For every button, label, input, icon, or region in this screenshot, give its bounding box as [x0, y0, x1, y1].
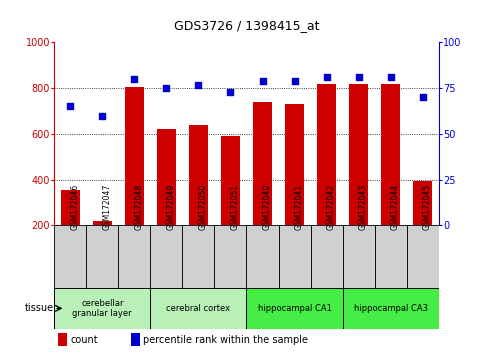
- Bar: [54, 225, 86, 288]
- Text: GSM172046: GSM172046: [70, 184, 79, 230]
- Bar: [93, 221, 112, 225]
- Bar: [375, 225, 407, 288]
- Bar: [413, 181, 432, 225]
- Bar: [311, 225, 343, 288]
- Text: GSM172050: GSM172050: [198, 184, 208, 230]
- Bar: [221, 136, 240, 225]
- Text: GSM172042: GSM172042: [326, 184, 336, 230]
- Text: GSM172049: GSM172049: [166, 184, 176, 230]
- Bar: [118, 225, 150, 288]
- Point: [130, 76, 138, 82]
- Text: GSM172044: GSM172044: [390, 184, 400, 230]
- Bar: [131, 333, 140, 346]
- Text: GSM172051: GSM172051: [230, 184, 240, 230]
- Bar: [58, 333, 67, 346]
- Point: [354, 74, 362, 80]
- Bar: [61, 190, 80, 225]
- Bar: [189, 125, 208, 225]
- Text: GSM172043: GSM172043: [358, 184, 368, 230]
- Bar: [279, 225, 311, 288]
- Point: [258, 78, 266, 84]
- Bar: [343, 288, 439, 329]
- Bar: [54, 288, 150, 329]
- Text: GDS3726 / 1398415_at: GDS3726 / 1398415_at: [174, 19, 319, 32]
- Text: cerebral cortex: cerebral cortex: [166, 304, 231, 313]
- Bar: [125, 87, 144, 225]
- Bar: [253, 102, 272, 225]
- Point: [66, 104, 74, 109]
- Point: [194, 82, 202, 87]
- Bar: [86, 225, 118, 288]
- Point: [419, 95, 426, 100]
- Point: [291, 78, 299, 84]
- Text: GSM172040: GSM172040: [262, 184, 272, 230]
- Bar: [150, 225, 182, 288]
- Text: GSM172047: GSM172047: [102, 184, 111, 230]
- Bar: [381, 84, 400, 225]
- Text: GSM172045: GSM172045: [423, 184, 432, 230]
- Text: hippocampal CA3: hippocampal CA3: [353, 304, 428, 313]
- Text: count: count: [70, 335, 98, 345]
- Bar: [317, 84, 336, 225]
- Bar: [182, 225, 214, 288]
- Bar: [150, 288, 246, 329]
- Bar: [407, 225, 439, 288]
- Text: hippocampal CA1: hippocampal CA1: [258, 304, 331, 313]
- Bar: [246, 225, 279, 288]
- Bar: [214, 225, 246, 288]
- Point: [226, 89, 234, 95]
- Bar: [157, 129, 176, 225]
- Text: cerebellar
granular layer: cerebellar granular layer: [72, 299, 132, 318]
- Bar: [246, 288, 343, 329]
- Bar: [285, 104, 304, 225]
- Point: [387, 74, 394, 80]
- Bar: [343, 225, 375, 288]
- Point: [162, 85, 171, 91]
- Text: percentile rank within the sample: percentile rank within the sample: [143, 335, 309, 345]
- Text: GSM172048: GSM172048: [134, 184, 143, 230]
- Point: [98, 113, 106, 119]
- Text: GSM172041: GSM172041: [295, 184, 304, 230]
- Point: [322, 74, 330, 80]
- Bar: [349, 84, 368, 225]
- Text: tissue: tissue: [25, 303, 54, 313]
